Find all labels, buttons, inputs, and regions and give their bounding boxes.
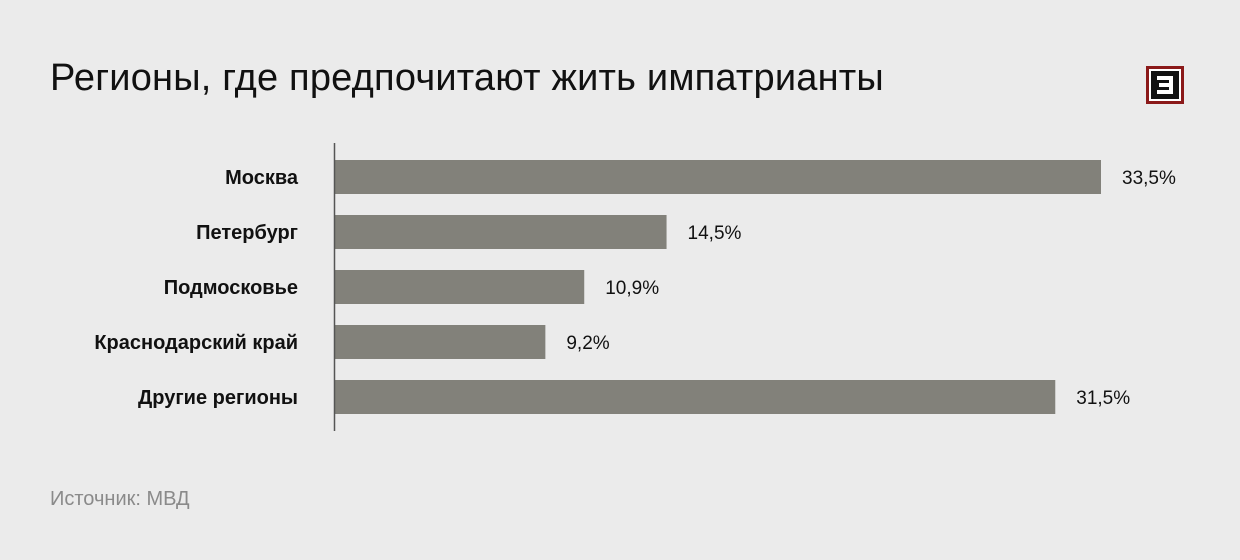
bar (335, 215, 667, 249)
bars-layer: Москва 33,5% Петербург 14,5% Подмосковье 10,9… (94, 160, 1176, 414)
publisher-logo-icon (1146, 66, 1184, 104)
value-label: 14,5% (688, 223, 742, 244)
bar (335, 270, 585, 304)
source-note: Источник: МВД (50, 488, 190, 510)
category-label: Краснодарский край (94, 332, 298, 354)
category-label: Другие регионы (138, 387, 298, 409)
category-label: Подмосковье (164, 277, 298, 299)
chart-title: Регионы, где предпочитают жить импатриан… (50, 57, 884, 99)
value-label: 33,5% (1122, 168, 1176, 189)
value-label: 9,2% (566, 333, 609, 354)
bar (335, 380, 1056, 414)
value-label: 10,9% (605, 278, 659, 299)
bar (335, 325, 546, 359)
category-label: Петербург (196, 222, 298, 244)
bar (335, 160, 1101, 194)
value-label: 31,5% (1076, 388, 1130, 409)
category-label: Москва (225, 167, 299, 189)
